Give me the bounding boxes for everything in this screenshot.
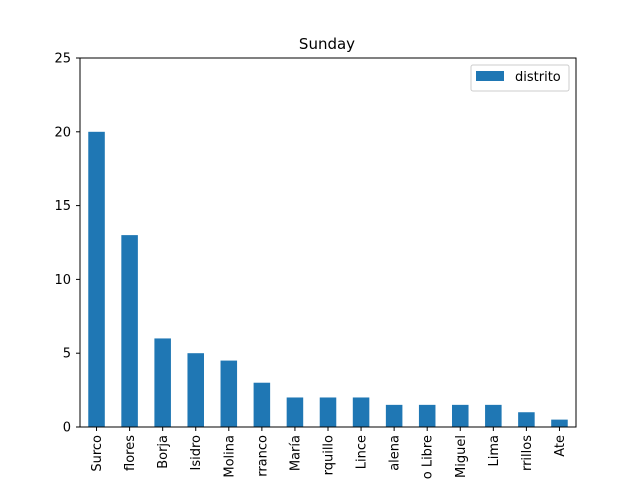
y-tick-label: 15 [54,199,71,214]
bar [385,404,403,427]
legend: distrito [470,64,570,92]
x-tick-label: rranco [255,435,270,477]
x-tick-label: Molina [222,435,237,478]
x-tick-label: rquillo [322,435,337,475]
x-tick-label: Surco [90,435,105,472]
bar [121,235,138,427]
x-tick-label: Isidro [189,435,204,471]
bars-group [88,131,568,428]
x-tick-label: Ate [553,435,568,457]
bar [253,382,271,427]
x-tick-label: flores [123,435,138,471]
x-axis: Surco flores Borja Isidro Molina rranco María r… [90,427,568,479]
y-tick-label: 25 [54,52,71,67]
bar [485,404,502,427]
y-tick-label: 5 [63,347,71,362]
x-tick-label: Miguel [454,435,469,478]
legend-label: distrito [515,70,561,85]
bar [286,397,304,427]
x-tick-label: María [288,435,303,471]
bar [319,397,337,427]
x-tick-label: alena [388,435,403,471]
x-tick-label: o Libre [421,435,436,479]
x-tick-label: Lince [355,435,370,469]
bar [551,419,568,427]
x-tick-label: Borja [156,435,171,469]
bar [518,412,535,427]
bar [220,360,238,427]
y-tick-label: 0 [63,421,71,436]
y-tick-label: 20 [54,125,71,140]
bar [88,131,105,428]
x-tick-label: Lima [487,435,502,466]
bar [154,338,171,427]
y-tick-label: 10 [54,273,71,288]
legend-swatch [476,71,504,81]
bar [452,404,469,427]
y-axis: 0 5 10 15 20 25 [54,52,80,436]
x-tick-label: rrillos [520,435,535,471]
plot-area-frame [79,57,577,428]
bar [187,353,204,427]
bar [352,397,370,427]
bar [418,404,436,427]
chart-title: Sunday [299,35,355,53]
